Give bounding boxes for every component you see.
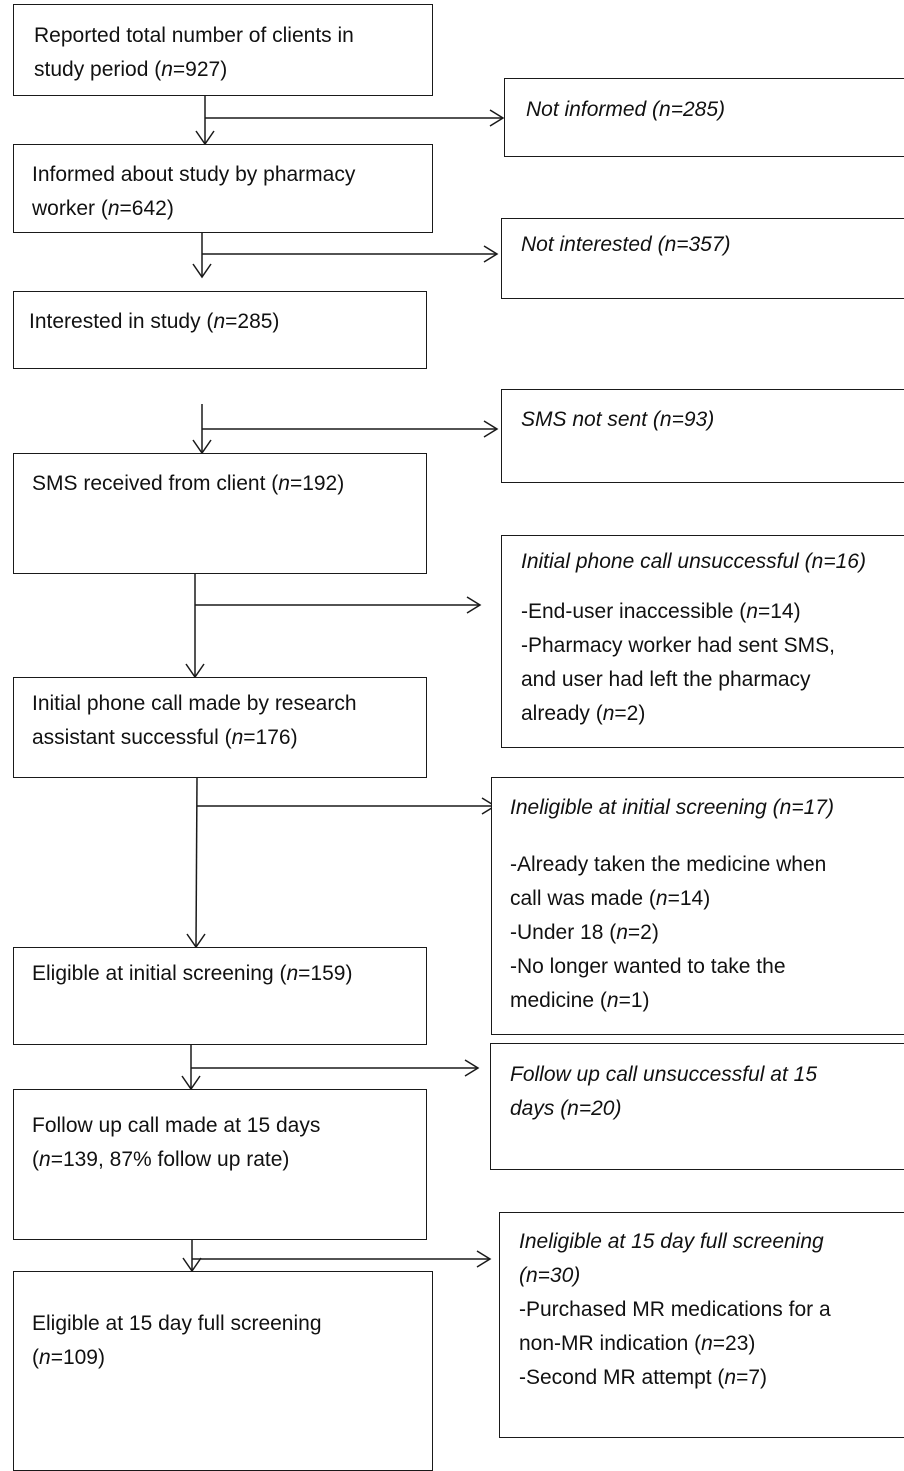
box-informed: Informed about study by pharmacy worker … xyxy=(13,144,433,233)
box-text: Informed about study by pharmacy xyxy=(32,163,356,186)
box-sms-received: SMS received from client (n=192) xyxy=(13,453,427,574)
box-text: Interested in study (n=285) xyxy=(29,310,280,333)
box-title: Ineligible at 15 day full screening xyxy=(519,1230,824,1253)
box-title: Follow up call unsuccessful at 15 xyxy=(510,1063,817,1086)
box-text: non-MR indication (n=23) xyxy=(519,1332,756,1355)
box-text: Eligible at initial screening (n=159) xyxy=(32,962,353,985)
box-title: Not interested (n=357) xyxy=(521,233,731,256)
box-text: assistant successful (n=176) xyxy=(32,726,298,749)
arrow-head xyxy=(483,245,499,263)
box-text: call was made (n=14) xyxy=(510,887,711,910)
arrow-head xyxy=(489,109,505,127)
box-text: Eligible at 15 day full screening xyxy=(32,1312,322,1335)
box-title: Initial phone call unsuccessful (n=16) xyxy=(521,550,866,573)
box-text: -Under 18 (n=2) xyxy=(510,921,659,944)
box-ineligible-15-day: Ineligible at 15 day full screening (n=3… xyxy=(499,1212,904,1438)
box-text: -Already taken the medicine when xyxy=(510,853,827,876)
arrow-head xyxy=(476,1250,492,1268)
box-eligible-initial: Eligible at initial screening (n=159) xyxy=(13,947,427,1045)
arrow-head xyxy=(464,1059,480,1077)
box-text: Reported total number of clients in xyxy=(34,24,354,47)
box-follow-up-unsuccessful: Follow up call unsuccessful at 15 days (… xyxy=(490,1043,904,1170)
box-text: medicine (n=1) xyxy=(510,989,650,1012)
box-follow-up-call: Follow up call made at 15 days (n=139, 8… xyxy=(13,1089,427,1240)
arrow-head xyxy=(483,420,499,438)
box-text: SMS received from client (n=192) xyxy=(32,472,345,495)
box-text: -Pharmacy worker had sent SMS, xyxy=(521,634,835,657)
connector-line xyxy=(195,777,198,947)
box-title: Ineligible at initial screening (n=17) xyxy=(510,796,834,819)
box-not-interested: Not interested (n=357) xyxy=(501,218,904,299)
box-text: and user had left the pharmacy xyxy=(521,668,811,691)
box-text: -Purchased MR medications for a xyxy=(519,1298,831,1321)
box-text: worker (n=642) xyxy=(32,197,174,220)
box-not-informed: Not informed (n=285) xyxy=(504,78,904,157)
box-text: -End-user inaccessible (n=14) xyxy=(521,600,801,623)
box-title: days (n=20) xyxy=(510,1097,622,1120)
box-text: (n=139, 87% follow up rate) xyxy=(32,1148,290,1171)
box-total-clients: Reported total number of clients in stud… xyxy=(13,4,433,96)
box-initial-call-unsuccessful: Initial phone call unsuccessful (n=16) -… xyxy=(501,535,904,748)
box-text: Initial phone call made by research xyxy=(32,692,357,715)
box-text: Follow up call made at 15 days xyxy=(32,1114,321,1137)
box-title: (n=30) xyxy=(519,1264,581,1287)
box-initial-call-successful: Initial phone call made by research assi… xyxy=(13,677,427,778)
arrow-head xyxy=(192,263,212,279)
box-sms-not-sent: SMS not sent (n=93) xyxy=(501,389,904,483)
box-eligible-15-day: Eligible at 15 day full screening (n=109… xyxy=(13,1271,433,1471)
box-text: already (n=2) xyxy=(521,702,646,725)
box-interested: Interested in study (n=285) xyxy=(13,291,427,369)
box-title: Not informed (n=285) xyxy=(526,98,726,121)
box-text: (n=109) xyxy=(32,1346,105,1369)
arrow-head xyxy=(466,596,482,614)
box-text: -No longer wanted to take the xyxy=(510,955,786,978)
box-ineligible-initial: Ineligible at initial screening (n=17) -… xyxy=(491,777,904,1035)
box-text: -Second MR attempt (n=7) xyxy=(519,1366,768,1389)
box-text: study period (n=927) xyxy=(34,58,228,81)
box-title: SMS not sent (n=93) xyxy=(521,408,715,431)
